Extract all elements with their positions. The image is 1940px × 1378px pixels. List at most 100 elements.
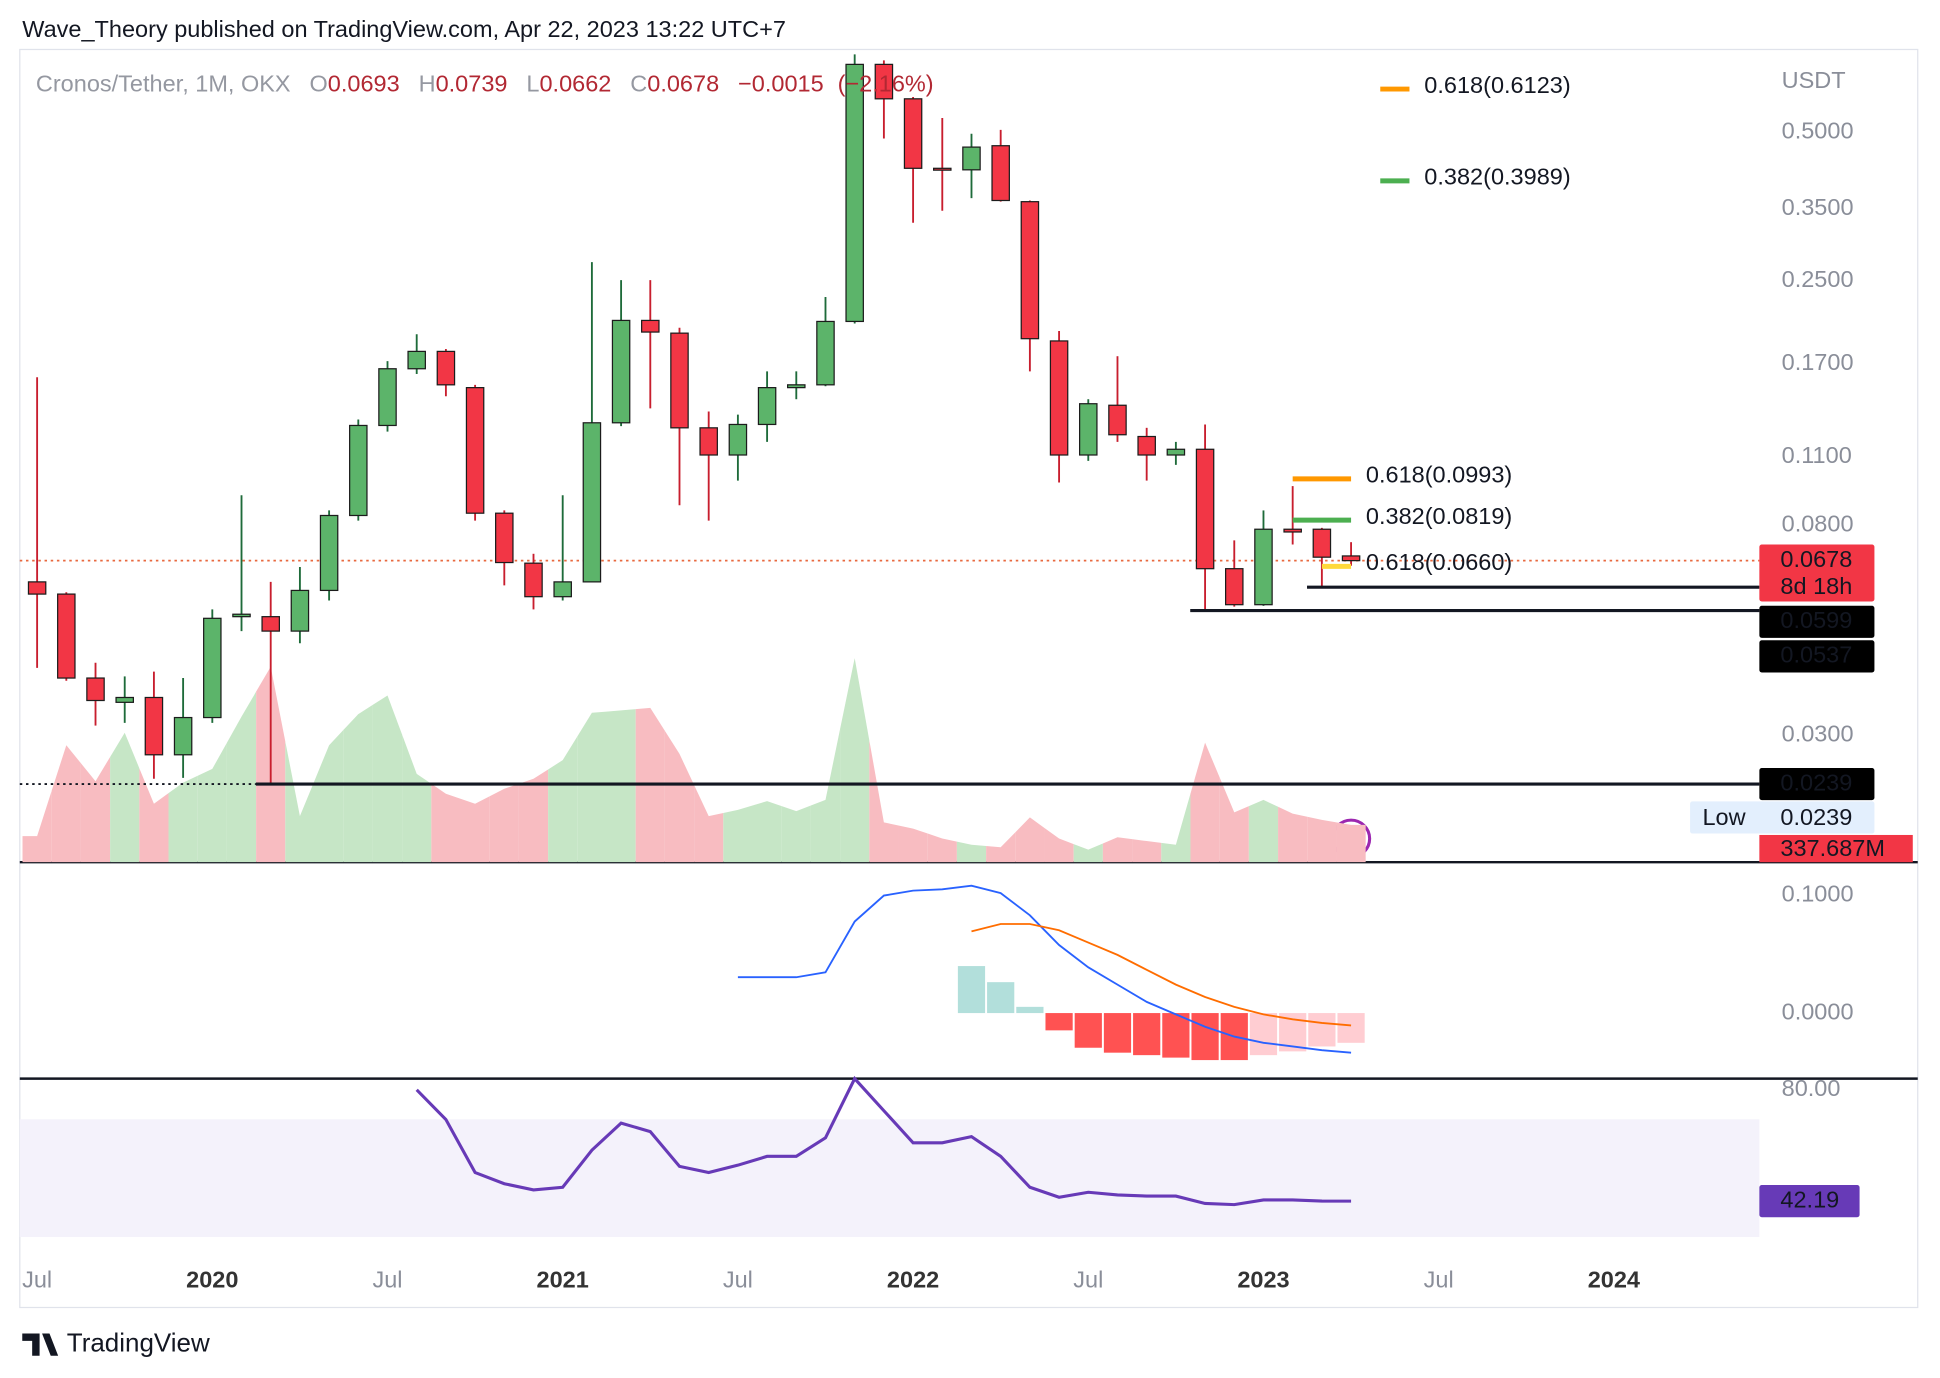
time-tick-label: 2022 [887, 1267, 939, 1293]
volume-area [986, 832, 1016, 863]
volume-area [606, 709, 636, 863]
price-box-label: 0.0599 [1780, 607, 1852, 633]
chart-frame [19, 48, 1919, 1309]
candle-body [86, 677, 105, 702]
price-tick-label: 0.0300 [1782, 721, 1854, 747]
macd-histogram-bar [1191, 1013, 1219, 1061]
rsi-box-label: 42.19 [1780, 1186, 1839, 1212]
candle-body [1137, 435, 1156, 456]
price-tick-label: 0.3500 [1782, 194, 1854, 220]
price-box-label: 0.0537 [1780, 642, 1852, 668]
volume-area [197, 742, 227, 863]
candle-body [1108, 404, 1127, 436]
volume-area [402, 734, 432, 863]
volume-area [1190, 742, 1220, 863]
macd-tick-label: 0.1000 [1782, 881, 1854, 907]
low-value: 0.0662 [539, 71, 611, 97]
candle-body [933, 167, 952, 171]
time-tick-label: Jul [1424, 1267, 1454, 1293]
volume-area [781, 805, 811, 863]
legend-row: Cronos/Tether, 1M, OKX O0.0693 H0.0739 L… [36, 71, 934, 97]
candle-body [1312, 528, 1332, 558]
candle-body [699, 427, 718, 456]
candle-body [261, 616, 280, 632]
candle-body [903, 98, 923, 169]
volume-area [285, 741, 315, 863]
candle-body [378, 368, 397, 427]
volume-area [577, 711, 607, 863]
rsi-box [1759, 1185, 1860, 1218]
candle-body [27, 581, 47, 595]
volume-area [548, 736, 578, 863]
volume-area [810, 729, 841, 863]
candle-body [1079, 403, 1098, 456]
low-key: L [526, 71, 539, 97]
volume-area [927, 833, 957, 863]
time-tick-label: Jul [723, 1267, 753, 1293]
volume-area [1161, 793, 1191, 863]
candle-body [173, 716, 193, 756]
volume-area [664, 730, 695, 863]
candle-body [1341, 555, 1361, 562]
volume-area [51, 745, 81, 863]
candle-body [1049, 340, 1069, 456]
rsi-tick-label: 80.00 [1782, 1075, 1841, 1101]
candle-body [524, 562, 543, 598]
candle-body [1254, 528, 1273, 606]
volume-area [694, 785, 724, 863]
candle-body [203, 617, 222, 719]
candle-body [495, 512, 514, 564]
price-tick-label: 0.0800 [1782, 510, 1854, 536]
legend: Cronos/Tether, 1M, OKX O0.0693 H0.0739 L… [36, 71, 934, 97]
volume-area [139, 768, 169, 863]
candle-body [757, 387, 777, 426]
volume-area [723, 805, 753, 863]
price-box [1759, 640, 1875, 673]
brand-name: TradingView [67, 1327, 210, 1357]
volume-box [1759, 834, 1913, 863]
candle-body [845, 63, 864, 323]
candle-body [670, 332, 689, 429]
price-box-label: 8d 18h [1780, 573, 1852, 599]
candle-body [1020, 201, 1040, 340]
volume-area [226, 691, 257, 863]
low-key: Low [1702, 804, 1746, 830]
volume-area [1219, 777, 1249, 863]
candle-body [1166, 448, 1186, 456]
volume-area [1248, 799, 1279, 863]
macd-tick-label: 0.0000 [1782, 998, 1854, 1024]
fib-label: 0.618(0.0660) [1366, 549, 1512, 575]
macd-histogram-bar [1249, 1013, 1278, 1056]
volume-area [898, 825, 928, 863]
candle-body [436, 350, 456, 386]
price-tick-label: 0.1700 [1782, 349, 1854, 375]
symbol: Cronos/Tether, 1M, OKX [36, 71, 291, 97]
high-key: H [419, 71, 436, 97]
change-percent: (−2.16%) [838, 71, 934, 97]
macd-histogram-bar [1103, 1013, 1132, 1053]
time-tick-label: Jul [372, 1267, 402, 1293]
volume-area [22, 790, 52, 863]
volume-area [168, 775, 198, 863]
change: −0.0015 [738, 71, 824, 97]
candle-body [728, 423, 748, 456]
candle-body [232, 613, 251, 618]
time-tick-label: 2023 [1237, 1267, 1289, 1293]
volume-area [1015, 817, 1045, 863]
macd-histogram-bar [1337, 1013, 1365, 1043]
volume-area [1336, 822, 1366, 863]
time-tick-label: Jul [1073, 1267, 1103, 1293]
high-value: 0.0739 [436, 71, 508, 97]
price-box [1759, 544, 1875, 602]
candle-body [290, 589, 310, 632]
candle-body [407, 350, 426, 370]
rsi-band [19, 1119, 1760, 1237]
candle-body [1195, 448, 1215, 570]
candle-body [1283, 528, 1302, 533]
price-box-label: 0.0678 [1780, 546, 1852, 572]
price-tick-label: 0.5000 [1782, 118, 1854, 144]
volume-area [460, 796, 490, 863]
candle-body [465, 387, 485, 514]
candle-body [115, 696, 134, 703]
price-box-label: 0.0239 [1780, 769, 1852, 795]
